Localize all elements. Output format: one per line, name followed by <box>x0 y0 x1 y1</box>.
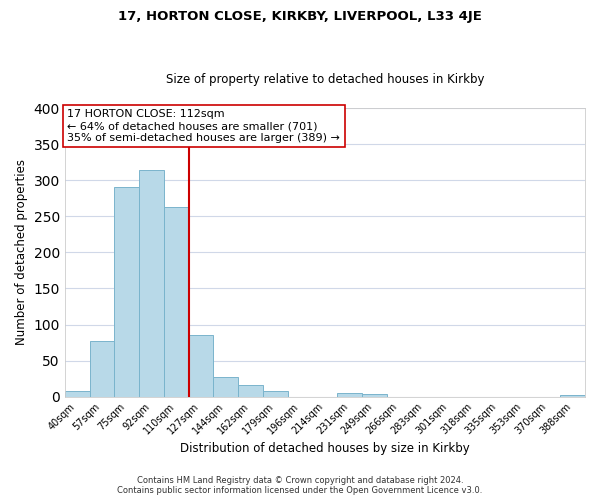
Bar <box>89 341 115 396</box>
X-axis label: Distribution of detached houses by size in Kirkby: Distribution of detached houses by size … <box>180 442 470 455</box>
Bar <box>65 391 89 396</box>
Bar <box>238 385 263 396</box>
Bar <box>188 336 214 396</box>
Bar <box>164 207 188 396</box>
Bar <box>263 391 288 396</box>
Bar <box>362 394 387 396</box>
Text: 17 HORTON CLOSE: 112sqm
← 64% of detached houses are smaller (701)
35% of semi-d: 17 HORTON CLOSE: 112sqm ← 64% of detache… <box>67 110 340 142</box>
Text: Contains HM Land Registry data © Crown copyright and database right 2024.
Contai: Contains HM Land Registry data © Crown c… <box>118 476 482 495</box>
Bar <box>139 170 164 396</box>
Text: 17, HORTON CLOSE, KIRKBY, LIVERPOOL, L33 4JE: 17, HORTON CLOSE, KIRKBY, LIVERPOOL, L33… <box>118 10 482 23</box>
Bar <box>337 393 362 396</box>
Bar <box>560 394 585 396</box>
Bar <box>214 377 238 396</box>
Title: Size of property relative to detached houses in Kirkby: Size of property relative to detached ho… <box>166 73 484 86</box>
Bar <box>115 188 139 396</box>
Y-axis label: Number of detached properties: Number of detached properties <box>15 160 28 346</box>
